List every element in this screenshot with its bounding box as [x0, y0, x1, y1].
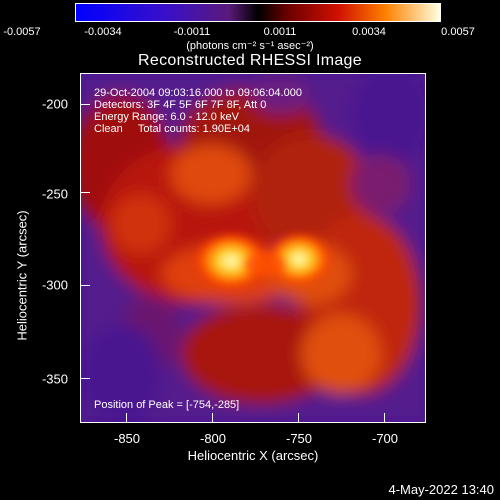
- x-axis-label: Heliocentric X (arcsec): [187, 448, 319, 463]
- detectors: Detectors: 3F 4F 5F 6F 7F 8F, Att 0: [94, 99, 267, 111]
- datestamp: 4-May-2022 13:40: [388, 482, 494, 497]
- rhessi-image: [81, 74, 425, 422]
- colorbar-tick: -0.0034: [84, 26, 122, 38]
- y-axis-label: Heliocentric Y (arcsec): [14, 210, 30, 341]
- image-plot: 29-Oct-2004 09:03:16.000 to 09:06:04.000…: [80, 73, 426, 423]
- y-tick-label: -200: [41, 96, 68, 112]
- x-tick-label: -800: [199, 431, 227, 446]
- peak-position: Position of Peak = [-754,-285]: [94, 399, 240, 411]
- colorbar-tick: 0.0057: [441, 26, 475, 38]
- x-tick-label: -700: [371, 431, 399, 446]
- colorbar-tick: -0.0011: [173, 26, 211, 38]
- x-tick-label: -750: [285, 431, 313, 446]
- colorbar-gradient: [76, 4, 440, 21]
- colorbar-tick: -0.0057: [3, 26, 41, 38]
- x-tick-label: -850: [113, 431, 141, 446]
- time-range: 29-Oct-2004 09:03:16.000 to 09:06:04.000: [94, 87, 302, 99]
- colorbar-tick: 0.0034: [352, 26, 386, 38]
- colorbar: [75, 3, 441, 22]
- y-tick-label: -250: [41, 186, 68, 202]
- energy-range: Energy Range: 6.0 - 12.0 keV: [94, 111, 239, 123]
- page-title: Reconstructed RHESSI Image: [138, 52, 362, 69]
- y-tick-label: -350: [41, 371, 68, 387]
- total-counts: Clean Total counts: 1.90E+04: [94, 123, 251, 135]
- y-tick-label: -300: [41, 277, 68, 293]
- colorbar-units: (photons cm⁻² s⁻¹ asec⁻²): [186, 40, 314, 52]
- colorbar-tick: 0.0011: [263, 26, 297, 38]
- bright-sources: [193, 231, 333, 291]
